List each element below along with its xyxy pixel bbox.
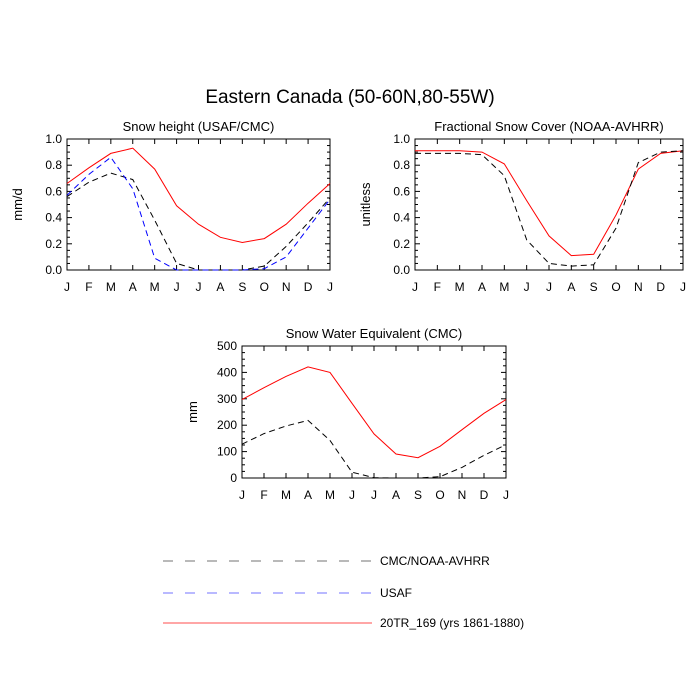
x-tick-label: J: [349, 488, 355, 502]
y-tick-label: 100: [217, 445, 237, 459]
plot-frame: [414, 138, 684, 271]
y-tick-label: 0.0: [393, 263, 410, 277]
x-tick-label: M: [455, 280, 465, 294]
series-line-usaf: [66, 156, 331, 271]
x-tick-label: D: [656, 280, 665, 294]
x-tick-label: M: [106, 280, 116, 294]
x-tick-label: J: [196, 280, 202, 294]
x-tick-label: O: [435, 488, 444, 502]
x-tick-label: A: [567, 280, 575, 294]
legend-item-model: 20TR_169 (yrs 1861-1880): [163, 616, 524, 630]
x-tick-label: J: [239, 488, 245, 502]
x-tick-label: A: [216, 280, 224, 294]
panel-2: Fractional Snow Cover (NOAA-AVHRR) 0.0 0.2…: [358, 119, 686, 294]
y-tick-label: 1.0: [45, 132, 62, 146]
y-tick-label: 0.4: [393, 211, 410, 225]
x-tick-label: O: [611, 280, 620, 294]
x-tick-label: J: [680, 280, 686, 294]
x-tick-label: J: [64, 280, 70, 294]
series-line-cmc: [415, 150, 684, 267]
x-tick-label: A: [392, 488, 400, 502]
legend-label-model: 20TR_169 (yrs 1861-1880): [380, 616, 524, 630]
y-tick-label: 0.2: [45, 237, 62, 251]
x-tick-label: A: [129, 280, 137, 294]
x-tick-label: M: [499, 280, 509, 294]
y-tick-label: 1.0: [393, 132, 410, 146]
x-tick-label: J: [174, 280, 180, 294]
y-tick-label: 0.8: [45, 158, 62, 172]
y-tick-label: 0.6: [393, 184, 410, 198]
panel-title: Snow Water Equivalent (CMC): [286, 326, 463, 341]
plot-frame: [241, 345, 507, 479]
x-tick-label: F: [260, 488, 267, 502]
plot-frame: [66, 138, 331, 271]
x-tick-label: M: [281, 488, 291, 502]
x-tick-label: D: [480, 488, 489, 502]
y-axis-label: mm/d: [10, 188, 25, 221]
x-tick-label: J: [371, 488, 377, 502]
series-line-cmc: [66, 172, 331, 271]
panels: Snow height (USAF/CMC) 0.0 0.2 0.4 0.6 0.8 1.0…: [10, 119, 686, 502]
x-tick-label: A: [478, 280, 486, 294]
y-tick-label: 500: [217, 339, 237, 353]
y-tick-label: 300: [217, 392, 237, 406]
main-title: Eastern Canada (50-60N,80-55W): [205, 87, 494, 108]
y-axis-label: unitless: [358, 182, 373, 227]
series-line-model: [241, 366, 507, 459]
panel-3: Snow Water Equivalent (CMC) 0 100 200 300 400…: [185, 326, 509, 502]
x-tick-label: S: [238, 280, 246, 294]
x-tick-label: F: [85, 280, 92, 294]
panel-title: Fractional Snow Cover (NOAA-AVHRR): [434, 119, 663, 134]
panel-title: Snow height (USAF/CMC): [123, 119, 275, 134]
x-tick-label: J: [503, 488, 509, 502]
x-tick-label: A: [304, 488, 312, 502]
x-tick-label: M: [150, 280, 160, 294]
x-tick-label: N: [458, 488, 467, 502]
x-tick-label: J: [327, 280, 333, 294]
legend: CMC/NOAA-AVHRR USAF 20TR_169 (yrs 1861-188…: [163, 554, 524, 630]
x-tick-label: S: [414, 488, 422, 502]
legend-label-usaf: USAF: [380, 586, 412, 600]
x-tick-label: S: [590, 280, 598, 294]
x-tick-label: J: [412, 280, 418, 294]
y-axis-label: mm: [185, 401, 200, 423]
y-tick-label: 0.4: [45, 211, 62, 225]
x-tick-label: O: [260, 280, 269, 294]
series-line-cmc: [241, 419, 507, 479]
series-line-model: [415, 150, 684, 257]
x-tick-label: J: [546, 280, 552, 294]
y-tick-label: 0.6: [45, 184, 62, 198]
x-tick-label: M: [325, 488, 335, 502]
x-tick-label: J: [524, 280, 530, 294]
legend-label-cmc: CMC/NOAA-AVHRR: [380, 554, 490, 568]
x-tick-label: N: [282, 280, 291, 294]
y-tick-label: 0: [230, 471, 237, 485]
x-tick-label: D: [304, 280, 313, 294]
series-line-model: [66, 147, 331, 244]
y-tick-label: 0.8: [393, 158, 410, 172]
y-tick-label: 0.0: [45, 263, 62, 277]
x-tick-label: F: [434, 280, 441, 294]
panel-1: Snow height (USAF/CMC) 0.0 0.2 0.4 0.6 0.8 1.0…: [10, 119, 333, 294]
legend-item-usaf: USAF: [163, 586, 412, 600]
x-tick-label: N: [634, 280, 643, 294]
y-tick-label: 400: [217, 365, 237, 379]
y-tick-label: 0.2: [393, 237, 410, 251]
legend-item-cmc: CMC/NOAA-AVHRR: [163, 554, 490, 568]
y-tick-label: 200: [217, 418, 237, 432]
